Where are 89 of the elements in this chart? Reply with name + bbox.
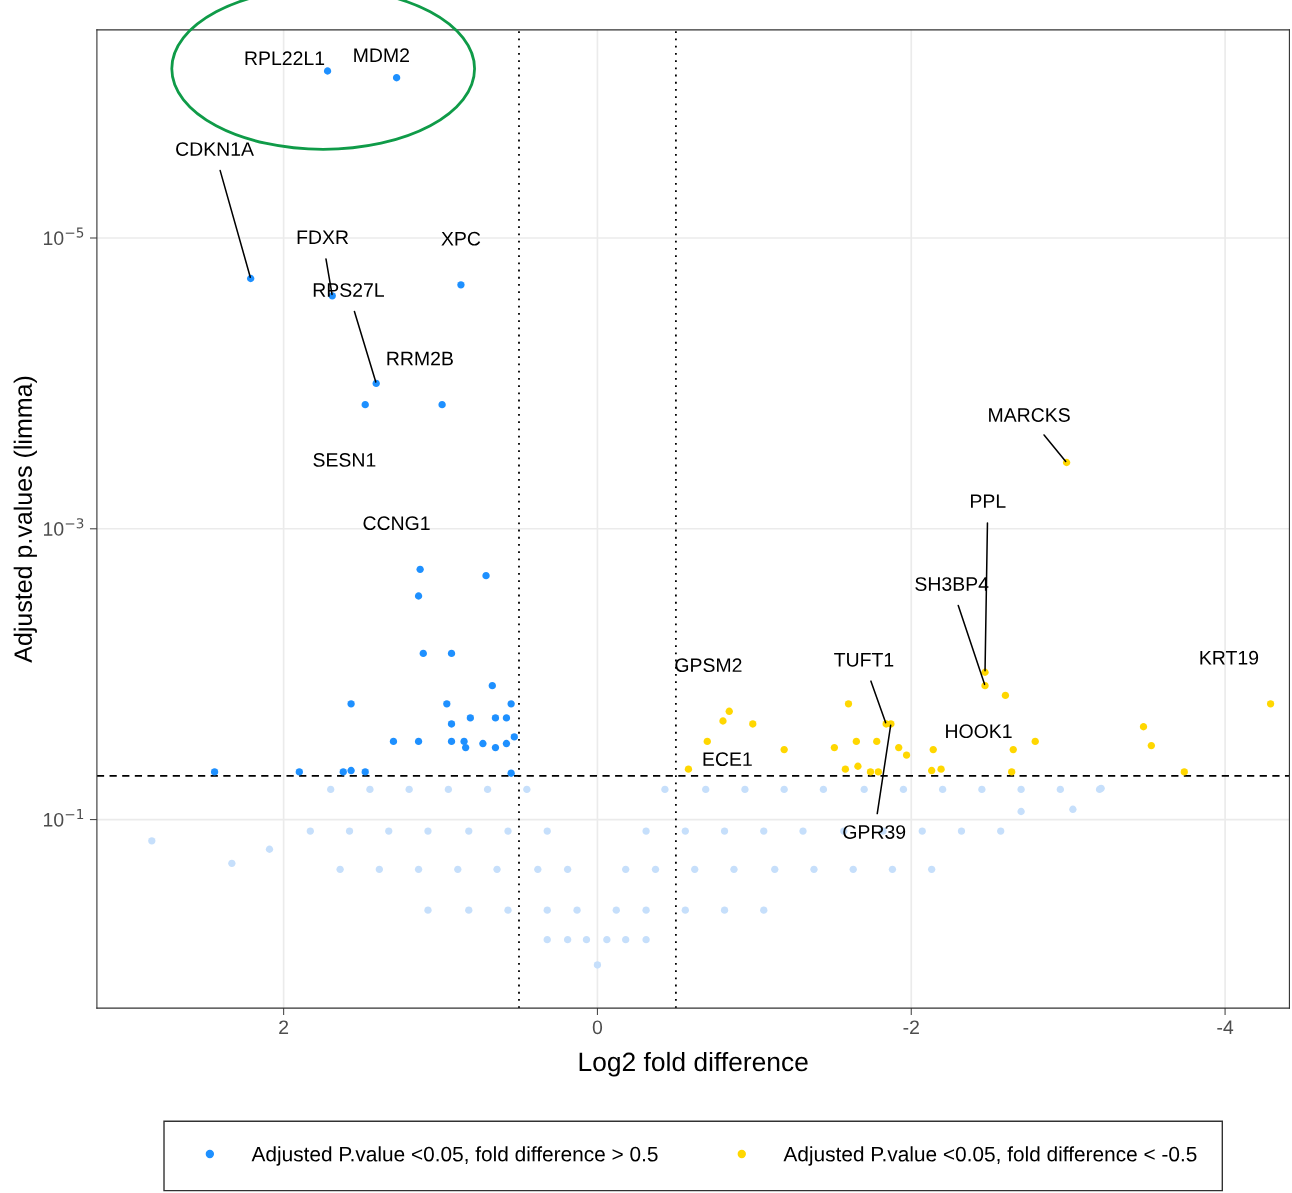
annotation: HOOK1: [946, 724, 1012, 739]
point: [866, 768, 875, 776]
point: [414, 737, 423, 746]
point: [372, 379, 380, 388]
point: [927, 766, 936, 775]
point: [491, 743, 500, 752]
point: [488, 682, 496, 690]
point: [1147, 741, 1156, 750]
point: [507, 769, 515, 777]
point: [1139, 723, 1148, 731]
annotation: CCNG1: [363, 516, 430, 531]
point: [507, 700, 515, 708]
point: [1180, 768, 1188, 776]
x-tick-label: -4: [1217, 1020, 1234, 1034]
x-tick-label: 0: [592, 1020, 603, 1035]
point: [725, 707, 733, 715]
annotation: MDM2: [354, 48, 409, 62]
point: [438, 400, 446, 409]
point: [830, 743, 839, 752]
point: [684, 765, 693, 773]
x-axis-title: Log2 fold difference: [579, 1051, 808, 1077]
point: [210, 768, 219, 776]
point: [419, 649, 427, 658]
annotation: RPL22L1: [245, 51, 325, 65]
annotation: MARCKS: [989, 408, 1070, 422]
point: [447, 720, 456, 728]
point: [937, 765, 945, 773]
point: [929, 745, 937, 754]
annotation: FDXR: [297, 230, 349, 244]
point: [347, 766, 355, 775]
point: [1001, 691, 1010, 700]
point: [466, 714, 475, 722]
point: [460, 737, 468, 746]
legend-label: Adjusted P.value <0.05, fold difference > 0.5: [251, 1146, 658, 1166]
point: [502, 714, 511, 722]
annotation: GPR39: [843, 825, 906, 839]
legend-label: Adjusted P.value <0.05, fold difference < -0.5: [783, 1146, 1197, 1166]
y-tick-label: 10$^{−1}$: [43, 809, 84, 827]
point: [389, 737, 398, 746]
y-tick-label: 10$^{−3}$: [43, 518, 84, 536]
point: [491, 714, 500, 722]
point: [841, 765, 850, 773]
x-tick-label: 2: [279, 1020, 289, 1034]
point: [323, 67, 332, 75]
point: [874, 768, 882, 776]
point: [447, 737, 456, 746]
point: [854, 762, 862, 770]
x-tick-label: -2: [903, 1020, 919, 1034]
point: [447, 649, 456, 658]
point: [1009, 745, 1017, 754]
point: [887, 720, 895, 728]
point: [780, 745, 788, 754]
point: [703, 737, 711, 746]
annotation: XPC: [441, 231, 481, 246]
point: [895, 743, 903, 752]
point: [361, 768, 369, 776]
point: [1031, 737, 1039, 746]
point: [347, 700, 355, 708]
point: [844, 700, 853, 708]
annotation: KRT19: [1200, 650, 1259, 665]
annotation: GPSM2: [675, 658, 742, 673]
point: [873, 737, 881, 746]
y-axis-title: Adjusted p.values (limma): [13, 376, 37, 663]
point: [461, 743, 470, 752]
point: [392, 74, 401, 82]
point: [502, 739, 511, 748]
point: [416, 565, 424, 573]
point: [361, 400, 369, 409]
annotation: PPL: [971, 494, 1006, 508]
point: [1008, 768, 1016, 776]
point: [719, 717, 727, 725]
point: [852, 737, 861, 746]
point: [414, 592, 423, 600]
annotation: RRM2B: [387, 351, 453, 366]
point: [749, 720, 757, 728]
point: [295, 768, 303, 776]
point: [1266, 700, 1275, 708]
annotation: TUFT1: [834, 653, 894, 667]
point: [510, 733, 518, 741]
annotation: CDKN1A: [176, 142, 254, 156]
point: [482, 571, 490, 580]
annotation: ECE1: [703, 752, 752, 767]
point: [902, 751, 911, 759]
y-tick-label: 10$^{−5}$: [43, 227, 84, 246]
point: [339, 768, 347, 776]
point: [479, 739, 487, 748]
point: [443, 700, 451, 708]
annotation: SESN1: [313, 453, 376, 467]
point: [457, 281, 465, 289]
